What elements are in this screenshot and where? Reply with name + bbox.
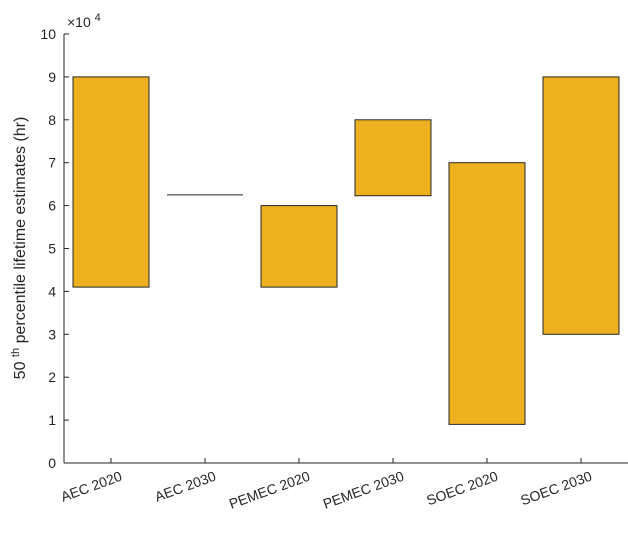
y-tick-label: 3 — [48, 326, 56, 342]
x-tick-label: SOEC 2030 — [518, 468, 594, 509]
y-tick-label: 0 — [48, 455, 56, 471]
y-tick-label: 2 — [48, 369, 56, 385]
x-tick-label: PEMEC 2020 — [227, 468, 312, 512]
x-tick-label: SOEC 2020 — [424, 468, 500, 509]
range-bar-3 — [260, 205, 338, 288]
y-axis-title-base: 50 — [12, 361, 29, 379]
y-multiplier-base: ×10 — [67, 14, 91, 30]
y-tick-label: 8 — [48, 112, 56, 128]
y-axis-title: 50 th percentile lifetime estimates (hr) — [6, 117, 29, 380]
y-tick-label: 4 — [48, 283, 56, 299]
y-axis-title-superscript: th — [10, 348, 22, 357]
y-tick-label: 9 — [48, 69, 56, 85]
range-bar-1 — [72, 76, 150, 288]
bars-layer — [72, 76, 620, 425]
y-tick-label: 1 — [48, 412, 56, 428]
axes-layer — [63, 33, 628, 464]
y-axis-title-rest: percentile lifetime estimates (hr) — [12, 117, 29, 344]
y-multiplier-label: ×10 4 — [67, 12, 101, 30]
y-tick-label: 7 — [48, 155, 56, 171]
x-tick-label: PEMEC 2030 — [321, 468, 406, 512]
x-tick-label: AEC 2030 — [153, 468, 219, 505]
y-tick-label: 10 — [40, 26, 56, 42]
y-multiplier-exponent: 4 — [95, 12, 101, 24]
y-tick-label: 6 — [48, 198, 56, 214]
range-bar-4 — [354, 119, 432, 197]
range-bar-6 — [542, 76, 620, 335]
x-tick-label: AEC 2020 — [59, 468, 125, 505]
y-tick-label: 5 — [48, 241, 56, 257]
range-bar-5 — [448, 162, 526, 425]
